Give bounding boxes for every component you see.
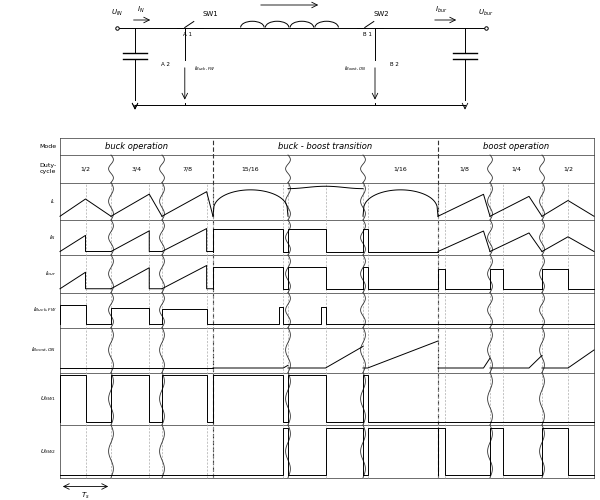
Text: 1/2: 1/2	[563, 166, 573, 171]
Text: $I_{bur}$: $I_{bur}$	[45, 270, 56, 278]
Text: 1/4: 1/4	[511, 166, 521, 171]
Text: 15/16: 15/16	[242, 166, 259, 171]
Text: Duty-
cycle: Duty- cycle	[39, 164, 56, 174]
Text: $I_{Boost,ON}$: $I_{Boost,ON}$	[31, 346, 56, 354]
Text: $I_{Boost,ON}$: $I_{Boost,ON}$	[344, 65, 366, 73]
Text: 1/2: 1/2	[80, 166, 91, 171]
Text: 1/16: 1/16	[394, 166, 407, 171]
Text: 1/8: 1/8	[459, 166, 469, 171]
Text: $U_{SW2}$: $U_{SW2}$	[40, 447, 56, 456]
Text: buck - boost transition: buck - boost transition	[278, 142, 373, 151]
Text: buck operation: buck operation	[105, 142, 168, 151]
Text: $U_{bur}$: $U_{bur}$	[478, 8, 494, 18]
Text: $I_{Buck,FW}$: $I_{Buck,FW}$	[194, 65, 215, 73]
Text: SW1: SW1	[202, 12, 218, 18]
Text: $I_N$: $I_N$	[49, 233, 56, 242]
Text: B 1: B 1	[364, 32, 372, 36]
Text: boost operation: boost operation	[483, 142, 549, 151]
Text: $I_N$: $I_N$	[137, 5, 145, 15]
Text: $T_s$: $T_s$	[81, 490, 90, 500]
Text: $U_{IN}$: $U_{IN}$	[111, 8, 123, 18]
Text: $I_L$: $I_L$	[50, 197, 56, 205]
Text: Mode: Mode	[39, 144, 56, 149]
Text: $I_{Buck,FW}$: $I_{Buck,FW}$	[32, 306, 56, 314]
Text: $U_{SW1}$: $U_{SW1}$	[40, 394, 56, 403]
Text: A 1: A 1	[184, 32, 193, 36]
Text: SW2: SW2	[373, 12, 389, 18]
Text: $I_{bur}$: $I_{bur}$	[435, 5, 447, 15]
Text: A 2: A 2	[161, 62, 170, 66]
Text: B 2: B 2	[390, 62, 399, 66]
Text: 7/8: 7/8	[182, 166, 193, 171]
Text: 3/4: 3/4	[131, 166, 142, 171]
